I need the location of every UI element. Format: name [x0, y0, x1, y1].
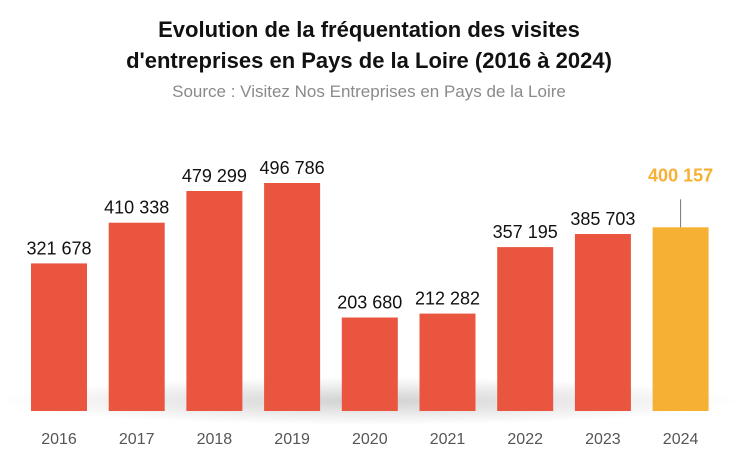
- x-tick-label-2016: 2016: [41, 431, 77, 448]
- x-tick-label-2018: 2018: [197, 431, 233, 448]
- value-label-2021: 212 282: [415, 289, 480, 309]
- value-label-2018: 479 299: [182, 166, 247, 186]
- value-label-2023: 385 703: [570, 209, 635, 229]
- chart-title-line-2: d'entreprises en Pays de la Loire (2016 …: [126, 48, 612, 73]
- bar-2018: [186, 191, 243, 411]
- value-label-2019: 496 786: [260, 158, 325, 178]
- value-label-2022: 357 195: [493, 222, 558, 242]
- x-tick-label-2019: 2019: [274, 431, 310, 448]
- x-tick-label-2023: 2023: [585, 431, 621, 448]
- value-label-2024: 400 157: [648, 165, 713, 185]
- x-tick-label-2020: 2020: [352, 431, 388, 448]
- x-tick-label-2021: 2021: [430, 431, 466, 448]
- value-label-2017: 410 338: [104, 198, 169, 218]
- bar-2024: [652, 227, 709, 411]
- bar-2022: [497, 247, 554, 411]
- bar-2017: [108, 222, 165, 411]
- bar-2019: [264, 183, 321, 411]
- value-label-2016: 321 678: [26, 238, 91, 258]
- value-label-2020: 203 680: [337, 293, 402, 313]
- bar-2020: [341, 317, 398, 411]
- chart-title-line-1: Evolution de la fréquentation des visite…: [158, 17, 580, 42]
- x-tick-label-2017: 2017: [119, 431, 155, 448]
- bar-2016: [31, 263, 87, 411]
- bar-2023: [574, 234, 631, 411]
- chart-title: Evolution de la fréquentation des visite…: [0, 14, 738, 76]
- x-tick-label-2024: 2024: [663, 431, 699, 448]
- bars: 321 678 2016 410 338 2017 479 299 2018 496 786…: [26, 158, 713, 448]
- chart-subtitle: Source : Visitez Nos Entreprises en Pays…: [172, 82, 566, 101]
- x-tick-label-2022: 2022: [507, 431, 543, 448]
- bar-2021: [419, 313, 476, 411]
